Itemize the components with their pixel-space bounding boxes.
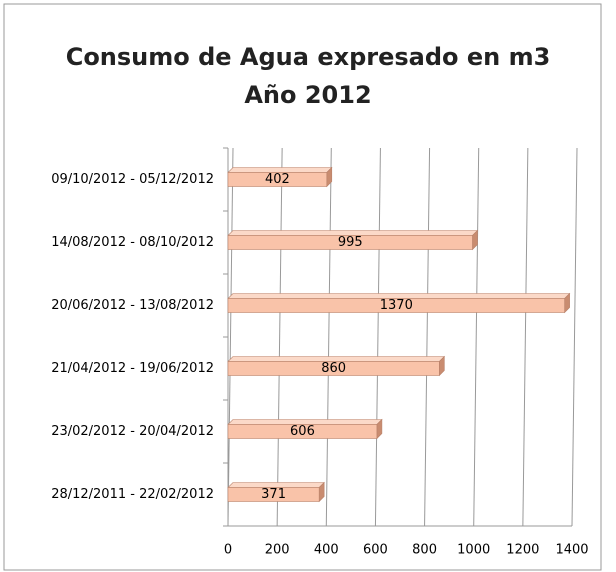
bar-front: [227, 424, 378, 439]
grid-line: [227, 147, 234, 527]
y-tick-label: 28/12/2011 - 22/02/2012: [51, 487, 214, 502]
x-tick-label: 1400: [555, 543, 588, 558]
data-label: 606: [290, 424, 315, 439]
x-tick-label: 1000: [457, 543, 490, 558]
grid-line: [374, 147, 381, 527]
y-tick-label: 14/08/2012 - 08/10/2012: [51, 235, 214, 250]
bar-front: [227, 361, 440, 376]
bar-front: [227, 172, 328, 187]
data-label: 860: [321, 361, 346, 376]
x-tick-label: 200: [265, 543, 290, 558]
grid-line: [473, 147, 480, 527]
chart-frame: [3, 3, 602, 571]
grid-line: [276, 147, 283, 527]
bar-front: [227, 487, 320, 502]
y-tick-label: 09/10/2012 - 05/12/2012: [51, 172, 214, 187]
bar: [227, 355, 446, 377]
chart-subtitle: Año 2012: [244, 81, 371, 109]
bar: [227, 481, 325, 503]
data-label: 371: [261, 487, 286, 502]
bar: [227, 166, 333, 188]
x-tick-label: 600: [363, 543, 388, 558]
bar: [227, 292, 571, 314]
chart-title: Consumo de Agua expresado en m3: [66, 43, 551, 71]
bar: [227, 418, 383, 440]
grid-line: [522, 147, 529, 527]
x-tick-label: 1200: [506, 543, 539, 558]
y-tick-label: 21/04/2012 - 19/06/2012: [51, 361, 214, 376]
data-label: 402: [265, 172, 290, 187]
x-tick-label: 800: [412, 543, 437, 558]
grid-line: [424, 147, 431, 527]
data-label: 995: [338, 235, 363, 250]
grid-line: [325, 147, 332, 527]
bar-front: [227, 235, 473, 250]
x-tick-label: 400: [314, 543, 339, 558]
y-tick-label: 20/06/2012 - 13/08/2012: [51, 298, 214, 313]
bar-front: [227, 298, 565, 313]
x-tick-label: 0: [224, 543, 232, 558]
data-label: 1370: [380, 298, 413, 313]
grid-line: [571, 147, 578, 527]
y-tick-label: 23/02/2012 - 20/04/2012: [51, 424, 214, 439]
bar: [227, 229, 479, 251]
